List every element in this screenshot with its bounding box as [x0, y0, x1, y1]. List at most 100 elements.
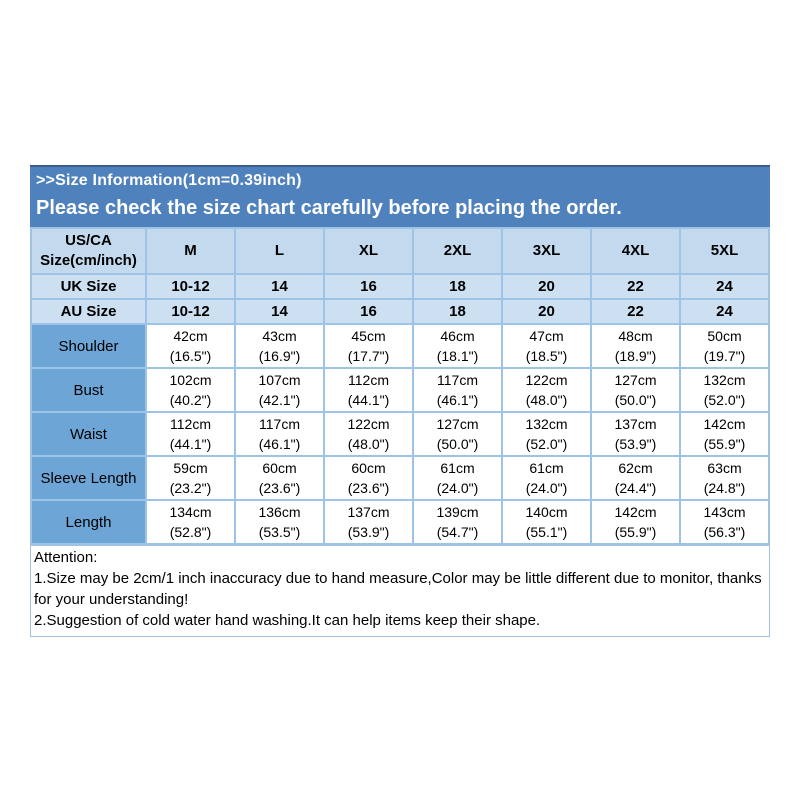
measure-inch: (42.1")	[258, 392, 301, 408]
measure-cell: 137cm (53.9")	[323, 499, 414, 545]
size-cell: 10-12	[145, 273, 236, 300]
measure-cm: 122cm	[525, 372, 568, 388]
measure-cell: 117cm (46.1")	[234, 411, 325, 457]
measure-cm: 61cm	[529, 460, 564, 476]
table-row: Sleeve Length 59cm (23.2") 60cm (23.6") 60cm (…	[30, 455, 770, 501]
measure-cell: 50cm (19.7")	[679, 323, 770, 369]
size-cell: 24	[679, 298, 770, 325]
banner-subtitle: Please check the size chart carefully be…	[36, 197, 622, 219]
measure-cell: 61cm (24.0")	[501, 455, 592, 501]
size-chart-panel: >>Size Information(1cm=0.39inch) Please …	[30, 165, 770, 637]
row-label: UK Size	[30, 273, 147, 300]
measure-inch: (46.1")	[258, 436, 301, 452]
measure-inch: (24.8")	[703, 480, 746, 496]
measure-cm: 132cm	[525, 416, 568, 432]
measure-cm: 47cm	[529, 328, 564, 344]
size-chart-table: US/CA Size(cm/inch) M L XL 2XL 3XL 4XL 5XL UK Si…	[30, 227, 770, 545]
measure-inch: (18.1")	[436, 348, 479, 364]
measure-inch: (55.1")	[525, 524, 568, 540]
measure-cell: 122cm (48.0")	[501, 367, 592, 413]
measure-cm: 127cm	[436, 416, 479, 432]
row-label: Waist	[30, 411, 147, 457]
measure-cell: 45cm (17.7")	[323, 323, 414, 369]
measure-inch: (44.1")	[347, 392, 390, 408]
measure-cell: 139cm (54.7")	[412, 499, 503, 545]
measure-cell: 46cm (18.1")	[412, 323, 503, 369]
attention-title: Attention:	[34, 549, 98, 566]
measure-cm: 102cm	[169, 372, 212, 388]
table-row: Length 134cm (52.8") 136cm (53.5") 137cm (53.9…	[30, 499, 770, 545]
measure-cm: 112cm	[348, 372, 389, 388]
size-cell: 16	[323, 273, 414, 300]
size-header-cell: 3XL	[501, 227, 592, 275]
measure-cell: 142cm (55.9")	[679, 411, 770, 457]
measure-cell: 107cm (42.1")	[234, 367, 325, 413]
measure-cell: 102cm (40.2")	[145, 367, 236, 413]
measure-cell: 112cm (44.1")	[323, 367, 414, 413]
size-cell: 20	[501, 273, 592, 300]
row-label: AU Size	[30, 298, 147, 325]
measure-cell: 127cm (50.0")	[412, 411, 503, 457]
measure-cell: 117cm (46.1")	[412, 367, 503, 413]
table-row: Shoulder 42cm (16.5") 43cm (16.9") 45cm (17.7"…	[30, 323, 770, 369]
measure-inch: (48.0")	[347, 436, 390, 452]
size-cell: 24	[679, 273, 770, 300]
size-info-banner: >>Size Information(1cm=0.39inch) Please …	[30, 165, 770, 227]
size-header-cell: M	[145, 227, 236, 275]
measure-inch: (53.9")	[614, 436, 657, 452]
measure-inch: (52.8")	[169, 524, 212, 540]
measure-cell: 112cm (44.1")	[145, 411, 236, 457]
size-header-cell: 4XL	[590, 227, 681, 275]
measure-cm: 45cm	[351, 328, 386, 344]
measure-cm: 62cm	[618, 460, 653, 476]
measure-cell: 60cm (23.6")	[323, 455, 414, 501]
table-header-row: US/CA Size(cm/inch) M L XL 2XL 3XL 4XL 5XL	[30, 227, 770, 275]
size-header-cell: XL	[323, 227, 414, 275]
measure-cm: 122cm	[347, 416, 390, 432]
measure-cm: 46cm	[440, 328, 475, 344]
table-row: AU Size 10-12 14 16 18 20 22 24	[30, 298, 770, 325]
measure-inch: (23.2")	[169, 480, 212, 496]
table-row: UK Size 10-12 14 16 18 20 22 24	[30, 273, 770, 300]
measure-inch: (23.6")	[258, 480, 301, 496]
measure-inch: (54.7")	[436, 524, 479, 540]
measure-inch: (23.6")	[347, 480, 390, 496]
measure-cell: 61cm (24.0")	[412, 455, 503, 501]
measure-inch: (24.0")	[436, 480, 479, 496]
measure-cm: 60cm	[351, 460, 386, 476]
measure-inch: (53.5")	[258, 524, 301, 540]
measure-cm: 142cm	[614, 504, 657, 520]
measure-cm: 134cm	[169, 504, 212, 520]
measure-cm: 42cm	[173, 328, 208, 344]
measure-cm: 143cm	[703, 504, 746, 520]
measure-cm: 63cm	[707, 460, 742, 476]
measure-inch: (52.0")	[703, 392, 746, 408]
measure-cm: 59cm	[173, 460, 208, 476]
attention-note-2: 2.Suggestion of cold water hand washing.…	[34, 612, 541, 629]
measure-cell: 63cm (24.8")	[679, 455, 770, 501]
measure-cm: 137cm	[614, 416, 657, 432]
table-row: Waist 112cm (44.1") 117cm (46.1") 122cm (48.0"…	[30, 411, 770, 457]
measure-inch: (19.7")	[703, 348, 746, 364]
row-label: Bust	[30, 367, 147, 413]
size-cell: 18	[412, 273, 503, 300]
measure-cell: 132cm (52.0")	[679, 367, 770, 413]
measure-inch: (18.9")	[614, 348, 657, 364]
measure-inch: (56.3")	[703, 524, 746, 540]
measure-inch: (50.0")	[614, 392, 657, 408]
measure-inch: (50.0")	[436, 436, 479, 452]
measure-cell: 142cm (55.9")	[590, 499, 681, 545]
row-label: Sleeve Length	[30, 455, 147, 501]
banner-title: >>Size Information(1cm=0.39inch)	[36, 172, 302, 189]
size-cell: 14	[234, 273, 325, 300]
measure-cm: 117cm	[437, 372, 478, 388]
measure-inch: (16.5")	[169, 348, 212, 364]
size-cell: 22	[590, 273, 681, 300]
measure-cm: 140cm	[525, 504, 568, 520]
attention-notes: Attention: 1.Size may be 2cm/1 inch inac…	[30, 545, 770, 637]
measure-cm: 112cm	[170, 416, 211, 432]
size-cell: 22	[590, 298, 681, 325]
measure-cm: 50cm	[707, 328, 742, 344]
measure-inch: (46.1")	[436, 392, 479, 408]
measure-cm: 127cm	[614, 372, 657, 388]
